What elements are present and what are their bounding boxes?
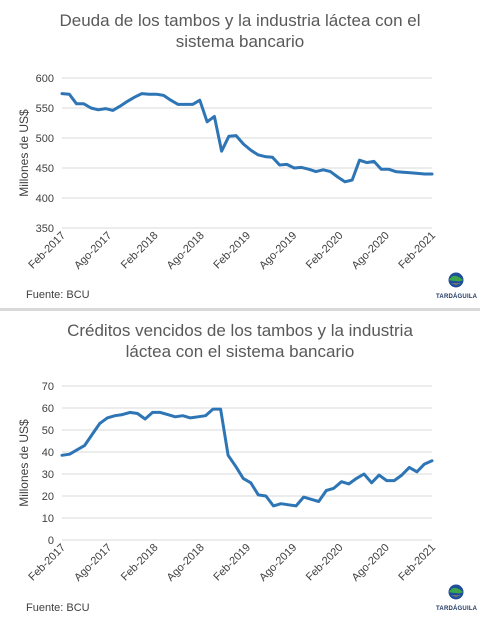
x-tick-label: Ago-2018 xyxy=(165,542,207,584)
x-tick-label: Feb-2017 xyxy=(26,542,68,584)
source-note: Fuente: BCU xyxy=(26,602,90,614)
x-tick-label: Ago-2019 xyxy=(257,542,299,584)
x-tick-label: Ago-2017 xyxy=(72,542,114,584)
globe-logo-icon xyxy=(448,272,464,288)
logo-text: TARDÁGUILA xyxy=(436,606,478,612)
chart-panel-creditos-vencidos: Créditos vencidos de los tambos y la ind… xyxy=(0,311,480,623)
x-tick-label: Feb-2017 xyxy=(26,230,68,272)
y-tick-label: 0 xyxy=(48,535,54,547)
y-tick-label: 30 xyxy=(42,469,54,481)
x-tick-label: Feb-2018 xyxy=(119,542,161,584)
x-tick-label: Feb-2020 xyxy=(304,542,346,584)
y-tick-label: 600 xyxy=(36,73,54,85)
line-chart-deuda: 350 400 450 500 550 600 Millones de US$ Feb-201… xyxy=(17,73,438,272)
x-tick-label: Ago-2020 xyxy=(350,230,392,272)
y-tick-label: 10 xyxy=(42,513,54,525)
x-tick-label: Feb-2020 xyxy=(304,230,346,272)
y-tick-label: 50 xyxy=(42,425,54,437)
x-tick-label: Feb-2021 xyxy=(396,230,438,272)
series-line xyxy=(60,92,434,184)
x-tick-label: Ago-2019 xyxy=(257,230,299,272)
y-tick-label: 450 xyxy=(36,163,54,175)
y-tick-label: 70 xyxy=(42,381,54,393)
x-tick-label: Ago-2018 xyxy=(165,230,207,272)
y-tick-label: 40 xyxy=(42,447,54,459)
x-tick-label: Feb-2018 xyxy=(119,230,161,272)
series-line xyxy=(60,407,434,508)
chart-title: Créditos vencidos de los tambos y la ind… xyxy=(0,320,480,362)
tardaguila-logo: TARDÁGUILA xyxy=(436,584,478,612)
chart-title-line-1: Créditos vencidos de los tambos y la ind… xyxy=(67,321,413,340)
y-tick-label: 20 xyxy=(42,491,54,503)
chart-title-line-1: Deuda de los tambos y la industria lácte… xyxy=(59,11,421,30)
y-tick-label: 350 xyxy=(36,223,54,235)
y-tick-label: 60 xyxy=(42,403,54,415)
x-tick-label: Feb-2021 xyxy=(396,542,438,584)
globe-logo-icon xyxy=(448,584,464,600)
chart-title-line-2: sistema bancario xyxy=(175,32,305,51)
panel-divider xyxy=(0,308,480,311)
logo-text: TARDÁGUILA xyxy=(436,294,478,300)
x-tick-label: Ago-2020 xyxy=(350,542,392,584)
y-axis-label: Millones de US$ xyxy=(17,109,31,197)
tardaguila-logo: TARDÁGUILA xyxy=(436,272,478,300)
chart-title: Deuda de los tambos y la industria lácte… xyxy=(0,10,480,52)
chart-title-line-2: láctea con el sistema bancario xyxy=(125,342,355,361)
x-tick-label: Feb-2019 xyxy=(211,542,253,584)
source-note: Fuente: BCU xyxy=(26,289,90,301)
y-tick-label: 550 xyxy=(36,103,54,115)
x-tick-label: Feb-2019 xyxy=(211,230,253,272)
y-tick-label: 400 xyxy=(36,193,54,205)
chart-panel-deuda: Deuda de los tambos y la industria lácte… xyxy=(0,0,480,308)
y-tick-label: 500 xyxy=(36,133,54,145)
y-axis-label: Millones de US$ xyxy=(17,419,31,507)
x-tick-label: Ago-2017 xyxy=(72,230,114,272)
